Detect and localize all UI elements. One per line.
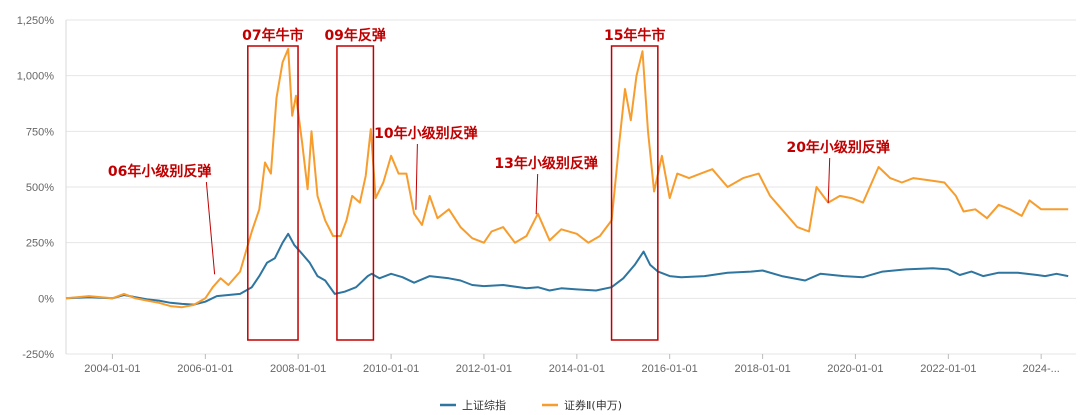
annotations: 06年小级别反弹 10年小级别反弹 13年小级别反弹 20年小级别反弹 (108, 125, 890, 275)
annotation-arrow (205, 181, 216, 275)
y-tick-label: -250% (22, 349, 54, 361)
highlight-box (336, 45, 375, 341)
annotation-arrow (827, 157, 831, 204)
highlight-box (247, 45, 299, 341)
legend: 上证综指 证券Ⅱ(申万) (440, 398, 622, 412)
x-tick-label: 2018-01-01 (734, 363, 790, 375)
highlight-label: 09年反弹 (324, 27, 385, 44)
series-line-2 (65, 47, 1069, 309)
y-axis-ticks: -250% 0% 250% 500% 750% 1,000% 1,250% (17, 15, 55, 361)
x-tick-label: 2020-01-01 (827, 363, 883, 375)
annotation-label: 13年小级别反弹 (494, 155, 597, 172)
annotation-label: 10年小级别反弹 (374, 125, 477, 142)
annotation-arrow (415, 143, 418, 210)
x-tick-label: 2014-01-01 (549, 363, 605, 375)
x-tick-label: 2004-01-01 (84, 363, 140, 375)
highlight-label: 07年牛市 (242, 27, 303, 44)
series-line-1 (65, 232, 1069, 306)
x-tick-label: 2006-01-01 (177, 363, 233, 375)
x-tick-label: 2022-01-01 (920, 363, 976, 375)
y-tick-label: 1,250% (17, 15, 55, 27)
y-tick-label: 250% (26, 238, 54, 250)
y-tick-label: 1,000% (17, 71, 55, 83)
annotation-label: 20年小级别反弹 (786, 139, 889, 156)
x-tick-label: 2016-01-01 (642, 363, 698, 375)
highlight-box (610, 45, 659, 341)
y-tick-label: 750% (26, 126, 54, 138)
legend-label: 上证综指 (462, 398, 506, 412)
x-tick-label: 2024-... (1023, 363, 1060, 375)
annotation-label: 06年小级别反弹 (108, 163, 211, 180)
highlight-boxes: 07年牛市 09年反弹 15年牛市 (242, 27, 665, 341)
x-tick-label: 2010-01-01 (363, 363, 419, 375)
annotation-arrow (535, 173, 539, 215)
y-tick-label: 0% (38, 293, 54, 305)
grid-lines (65, 19, 1076, 355)
x-axis-ticks: 2004-01-01 2006-01-01 2008-01-01 2010-01-01… (84, 354, 1060, 375)
series-lines (65, 47, 1069, 309)
x-tick-label: 2012-01-01 (456, 363, 512, 375)
x-tick-label: 2008-01-01 (270, 363, 326, 375)
legend-label: 证券Ⅱ(申万) (564, 398, 622, 412)
y-tick-label: 500% (26, 182, 54, 194)
highlight-label: 15年牛市 (604, 27, 665, 44)
